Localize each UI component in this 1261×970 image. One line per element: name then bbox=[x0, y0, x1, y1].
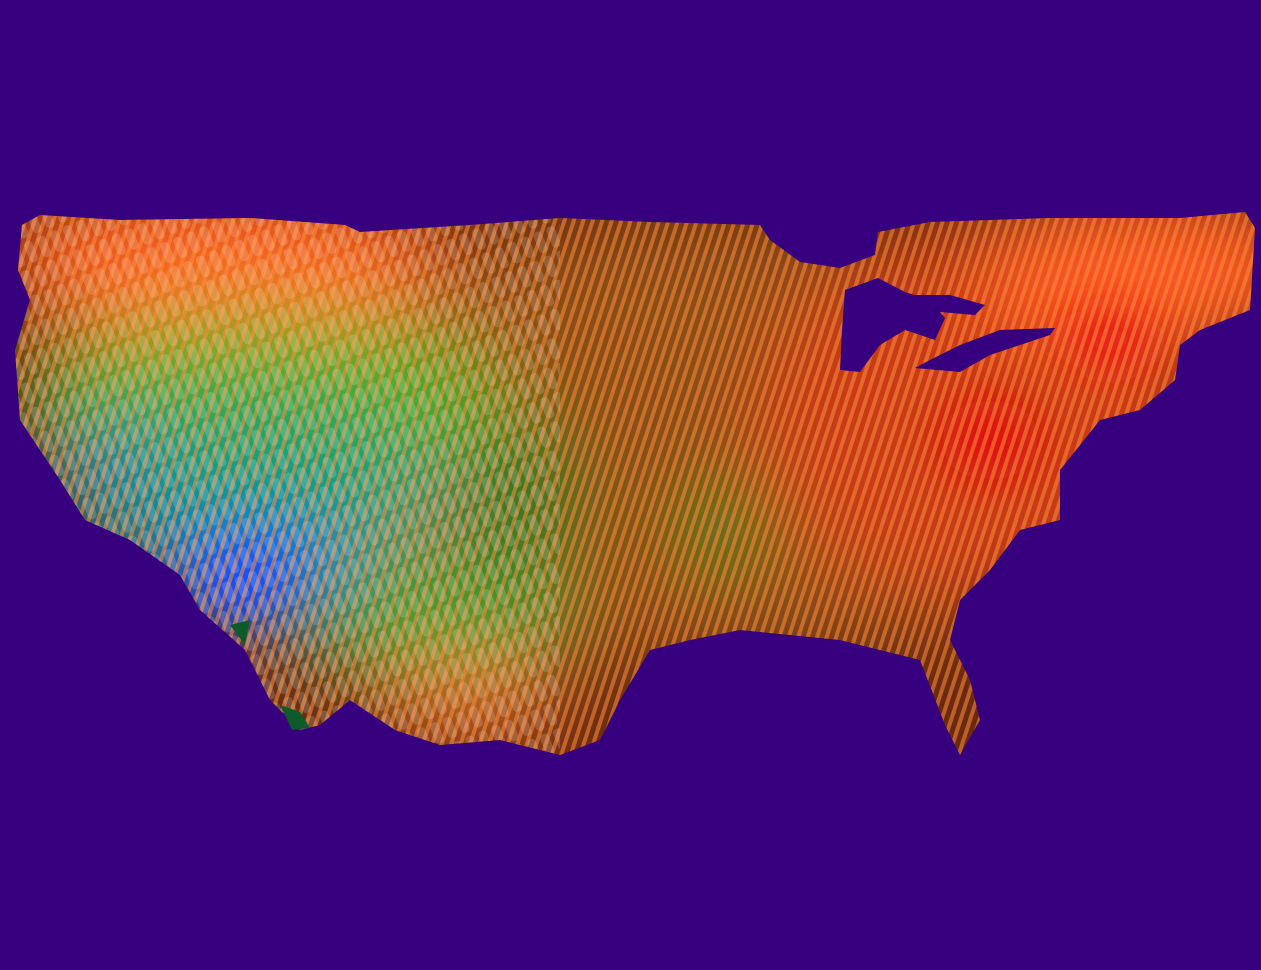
great-lakes bbox=[840, 278, 1055, 372]
coast-fragment bbox=[230, 620, 250, 645]
baja-fragment bbox=[280, 705, 310, 730]
bar-stripes-west bbox=[15, 212, 560, 755]
gulf-islands bbox=[230, 620, 310, 730]
lake-erie-ontario bbox=[915, 328, 1055, 372]
us-landmass bbox=[15, 212, 1255, 755]
lake-huron bbox=[905, 295, 985, 315]
